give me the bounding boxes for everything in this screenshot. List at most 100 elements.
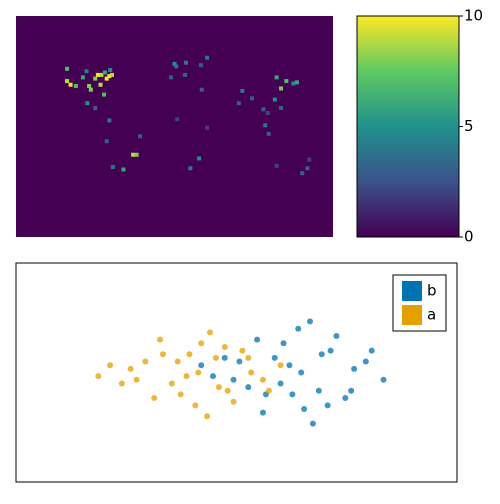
heatmap-cell [266, 131, 271, 136]
heatmap-cell [265, 110, 270, 115]
heatmap-cell [199, 87, 204, 92]
heatmap-cell [121, 167, 126, 172]
scatter-point [239, 347, 246, 354]
scatter-point [221, 354, 228, 361]
scatter-point [351, 365, 358, 372]
heatmap-cell [175, 117, 180, 122]
heatmap-cell [85, 101, 90, 106]
scatter-point [277, 380, 284, 387]
heatmap-cell [188, 166, 193, 171]
scatter-point [212, 354, 219, 361]
scatter-point [307, 318, 313, 325]
scatter-point [271, 354, 278, 361]
heatmap-cell [168, 75, 173, 80]
heatmap-cell [84, 69, 89, 74]
scatter-point [368, 347, 375, 354]
heatmap-cell [294, 80, 299, 85]
scatter-point [295, 325, 302, 332]
scatter-point [315, 387, 322, 394]
scatter-point [245, 384, 252, 391]
colorbar-tick-label: 0 [464, 228, 474, 246]
heatmap-cell [198, 63, 203, 68]
scatter-point [286, 362, 293, 369]
heatmap-cell [272, 97, 277, 102]
legend-swatch [402, 281, 422, 301]
scatter-point [127, 365, 134, 372]
heatmap-cell [249, 96, 254, 101]
scatter-point [230, 398, 237, 405]
heatmap-cell [205, 125, 210, 130]
heatmap-cell [102, 70, 107, 75]
scatter-point [224, 387, 231, 394]
scatter-point [342, 395, 349, 402]
heatmap-cell [300, 171, 305, 176]
heatmap-cell [99, 72, 104, 77]
scatter-point [151, 395, 158, 402]
heatmap-background [16, 16, 333, 237]
heatmap-cell [93, 106, 98, 111]
plot-frame [15, 262, 458, 483]
heatmap-cell [174, 64, 179, 69]
scatter-point [259, 376, 266, 383]
heatmap-cell [134, 152, 139, 157]
scatter-point [183, 373, 190, 380]
heatmap-cell [104, 76, 109, 81]
scatter-point [230, 376, 237, 383]
scatter-point [195, 369, 202, 376]
heatmap-cell [98, 82, 103, 87]
scatter-point [259, 409, 266, 416]
heatmap-cell [109, 72, 114, 77]
heatmap-cell [87, 83, 92, 88]
scatter-point [157, 336, 164, 343]
scatter-point [174, 358, 181, 365]
scatter-point [248, 369, 255, 376]
heatmap-cell [205, 55, 210, 60]
heatmap-cell [279, 106, 284, 111]
legend-label: b [427, 282, 437, 300]
legend-swatch [402, 305, 422, 325]
scatter-point [186, 351, 193, 358]
heatmap-cell [73, 83, 78, 88]
heatmap-cell [65, 79, 70, 84]
scatter-point [333, 333, 340, 339]
scatter-point [265, 387, 272, 394]
scatter-point [362, 358, 369, 365]
scatter-point [327, 347, 334, 354]
heatmap-cell [172, 61, 177, 66]
heatmap-cell [183, 72, 188, 77]
scatter-point [198, 340, 205, 347]
heatmap-cell [263, 123, 268, 128]
heatmap-cell [110, 165, 115, 170]
scatter-point [245, 354, 252, 361]
heatmap-cell [131, 152, 136, 157]
scatter-point [318, 351, 325, 358]
scatter-point [177, 391, 184, 398]
colorbar [356, 15, 460, 238]
colorbar-tick-label: 5 [464, 117, 474, 135]
scatter-point [301, 406, 308, 412]
scatter-point [168, 380, 175, 387]
scatter-point [198, 362, 205, 369]
heatmap-cell [284, 79, 289, 84]
heatmap-cell [279, 86, 284, 91]
heatmap-cell [261, 107, 266, 112]
scatter-point [192, 402, 199, 409]
scatter-point [289, 391, 296, 398]
scatter-point [221, 343, 228, 350]
heatmap-cell [274, 75, 279, 80]
scatter-point [324, 402, 331, 409]
scatter-point [254, 336, 261, 343]
scatter-point [298, 369, 305, 376]
heatmap-cell [240, 88, 245, 93]
scatter-point [209, 373, 216, 380]
heatmap-cell [95, 72, 100, 77]
scatter-point [118, 380, 125, 387]
scatter-point [236, 358, 243, 365]
scatter-point [160, 351, 166, 358]
heatmap-cell [307, 157, 312, 162]
heatmap-cell [68, 82, 73, 87]
heatmap-cell [305, 166, 310, 171]
scatter-point [380, 376, 387, 383]
scatter-point [309, 420, 316, 427]
